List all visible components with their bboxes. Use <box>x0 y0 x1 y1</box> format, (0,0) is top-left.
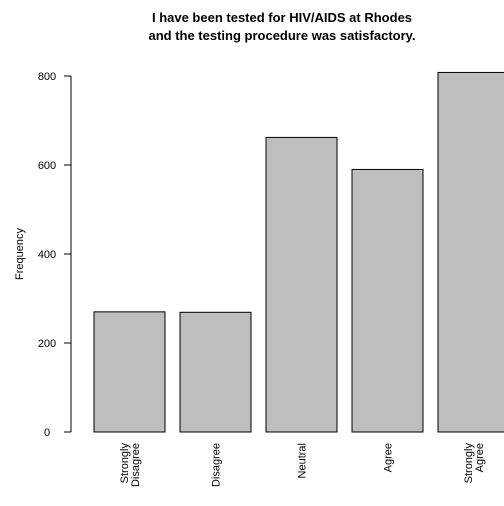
title-line-2: and the testing procedure was satisfacto… <box>148 28 415 43</box>
category-label: Disagree <box>211 443 223 487</box>
category-label-line: Strongly <box>463 443 475 484</box>
y-tick-label: 0 <box>44 427 50 439</box>
category-label-line: Agree <box>474 443 486 472</box>
category-label-line: Strongly <box>119 443 131 484</box>
bars <box>93 71 504 433</box>
bar <box>93 311 166 433</box>
title-line-1: I have been tested for HIV/AIDS at Rhode… <box>152 10 412 25</box>
category-label-line: Agree <box>383 443 395 472</box>
chart-title: I have been tested for HIV/AIDS at Rhode… <box>148 10 415 43</box>
category-label: StronglyAgree <box>463 443 486 484</box>
y-axis-label: Frequency <box>14 228 26 280</box>
bar <box>351 168 424 433</box>
y-axis: 0 200 400 600 800 <box>38 71 72 439</box>
category-label: Neutral <box>297 443 309 478</box>
category-label-line: Disagree <box>211 443 223 487</box>
y-tick-label: 200 <box>38 338 56 350</box>
category-label: StronglyDisagree <box>119 443 142 488</box>
category-label: Agree <box>383 443 395 472</box>
y-tick-label: 400 <box>38 249 56 261</box>
category-labels: StronglyDisagree Disagree Neutral Agree Stro… <box>119 443 486 488</box>
bar <box>437 71 504 433</box>
y-tick-label: 800 <box>38 71 56 83</box>
bar <box>179 311 252 433</box>
y-tick-label: 600 <box>38 160 56 172</box>
category-label-line: Neutral <box>297 443 309 478</box>
category-label-line: Disagree <box>130 443 142 487</box>
bar <box>265 136 338 433</box>
